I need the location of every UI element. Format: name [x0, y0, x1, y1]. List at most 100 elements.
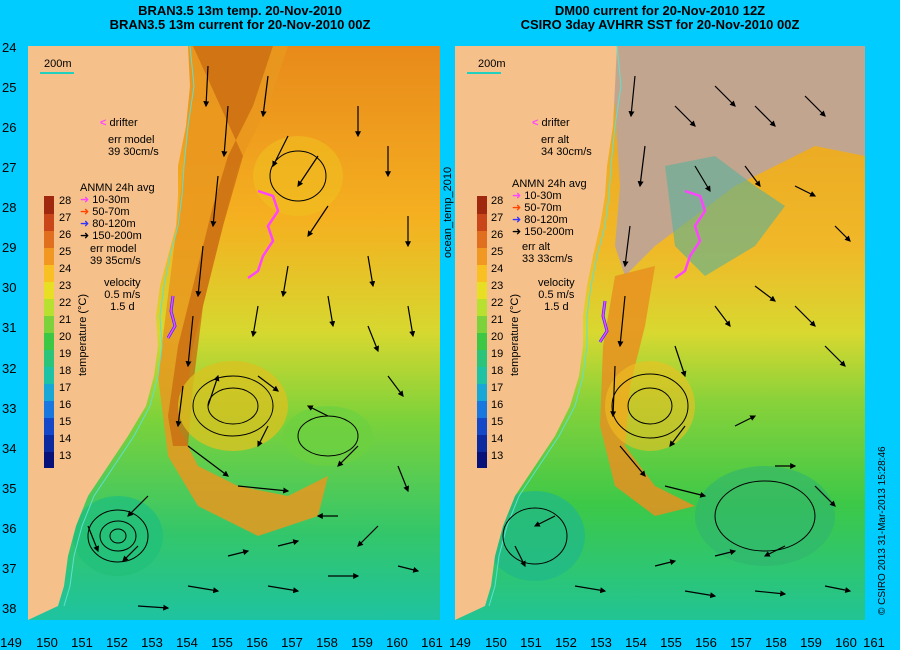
lon-label: 154	[625, 635, 647, 650]
lat-label: 28	[2, 200, 17, 215]
left-err-1: err model 39 30cm/s	[108, 134, 159, 158]
colorbar-tick: 28	[491, 195, 504, 207]
left-err-label-2: err model	[90, 243, 137, 255]
lon-label: 156	[695, 635, 717, 650]
colorbar-tick: 16	[491, 399, 504, 411]
lon-label: 152	[555, 635, 577, 650]
colorbar-tick: 27	[59, 212, 72, 224]
right-velocity-label: velocity	[538, 277, 575, 289]
colorbar-tick: 19	[491, 348, 504, 360]
lon-label: 153	[141, 635, 163, 650]
lat-label: 34	[2, 441, 17, 456]
colorbar-tick: 20	[491, 331, 504, 343]
right-map	[455, 46, 865, 620]
lat-label: 30	[2, 280, 17, 295]
colorbar-tick: 13	[59, 450, 72, 462]
lat-label: 36	[2, 521, 17, 536]
drifter-icon: <	[532, 117, 539, 129]
colorbar-tick: 20	[59, 331, 72, 343]
colorbar-tick: 17	[491, 382, 504, 394]
lon-label: 161	[421, 635, 443, 650]
left-err-value-1: 39 30cm/s	[108, 146, 159, 158]
right-scale-label: 200m	[478, 58, 506, 70]
lon-label: 157	[281, 635, 303, 650]
right-velocity-legend: velocity 0.5 m/s 1.5 d	[538, 277, 575, 313]
lat-label: 37	[2, 561, 17, 576]
colorbar-tick: 24	[59, 263, 72, 275]
left-title: BRAN3.5 13m temp. 20-Nov-2010 BRAN3.5 13…	[40, 4, 440, 32]
colorbar-tick: 25	[491, 246, 504, 258]
colorbar-tick: 18	[491, 365, 504, 377]
right-colorbar-title: temperature (°C)	[509, 293, 521, 376]
colorbar-tick: 22	[59, 297, 72, 309]
depth-bin-label: 50-70m	[92, 206, 130, 218]
right-err-2: err alt 33 33cm/s	[522, 241, 573, 265]
lon-label: 155	[211, 635, 233, 650]
arrow-icon: ➜	[512, 214, 522, 226]
colorbar-tick: 16	[59, 399, 72, 411]
lon-label: 151	[71, 635, 93, 650]
left-drifter-legend: < drifter	[100, 117, 138, 129]
colorbar-tick: 22	[491, 297, 504, 309]
lat-label: 26	[2, 120, 17, 135]
right-map-canvas	[455, 46, 865, 620]
lat-label: 25	[2, 80, 17, 95]
lon-label: 156	[246, 635, 268, 650]
lat-label: 38	[2, 601, 17, 616]
left-colorbar-title: temperature (°C)	[77, 293, 89, 376]
left-scale-label: 200m	[44, 58, 72, 70]
lon-label: 161	[863, 635, 885, 650]
lat-label: 27	[2, 160, 17, 175]
left-velocity-days: 1.5 d	[110, 301, 135, 313]
depth-bin-label: 50-70m	[524, 202, 562, 214]
colorbar-tick: 25	[59, 246, 72, 258]
arrow-icon: ➜	[512, 190, 522, 202]
colorbar-tick: 23	[491, 280, 504, 292]
lon-label: 149	[0, 635, 22, 650]
arrow-icon: ➜	[80, 230, 90, 242]
left-err-2: err model 39 35cm/s	[90, 243, 141, 267]
lon-label: 153	[590, 635, 612, 650]
copyright: © CSIRO 2013 31-Mar-2013 15:28:46	[877, 446, 888, 615]
colorbar-tick: 26	[491, 229, 504, 241]
lon-label: 158	[765, 635, 787, 650]
left-map-canvas	[28, 46, 440, 620]
right-err-value-2: 33 33cm/s	[522, 253, 573, 265]
depth-bin-label: 10-30m	[92, 194, 130, 206]
right-err-1: err alt 34 30cm/s	[541, 134, 592, 158]
colorbar-tick: 14	[491, 433, 504, 445]
lon-label: 159	[800, 635, 822, 650]
right-anmn-label: ANMN 24h avg	[512, 178, 587, 190]
lon-label: 150	[485, 635, 507, 650]
colorbar-tick: 26	[59, 229, 72, 241]
colorbar-tick: 27	[491, 212, 504, 224]
left-colorbar	[44, 196, 54, 468]
lon-label: 157	[730, 635, 752, 650]
lon-label: 151	[520, 635, 542, 650]
colorbar-tick: 18	[59, 365, 72, 377]
lon-label: 150	[36, 635, 58, 650]
lon-label: 152	[106, 635, 128, 650]
depth-bin-label: 150-200m	[92, 230, 142, 242]
right-drifter-legend: < drifter	[532, 117, 570, 129]
lat-label: 35	[2, 481, 17, 496]
drifter-icon: <	[100, 117, 107, 129]
left-title-line1: BRAN3.5 13m temp. 20-Nov-2010	[138, 3, 342, 18]
left-anmn-legend: ANMN 24h avg ➜ 10-30m ➜ 50-70m ➜ 80-120m…	[80, 182, 155, 242]
colorbar-tick: 28	[59, 195, 72, 207]
depth-bin-label: 80-120m	[524, 214, 568, 226]
colorbar-tick: 14	[59, 433, 72, 445]
left-map	[28, 46, 440, 620]
side-label: ocean_temp_2010	[442, 166, 454, 258]
colorbar-tick: 24	[491, 263, 504, 275]
lon-label: 155	[660, 635, 682, 650]
left-anmn-label: ANMN 24h avg	[80, 182, 155, 194]
arrow-icon: ➜	[80, 194, 90, 206]
lat-label: 33	[2, 401, 17, 416]
right-drifter-label: drifter	[541, 117, 570, 129]
arrow-icon: ➜	[80, 206, 90, 218]
lat-label: 29	[2, 240, 17, 255]
right-title: DM00 current for 20-Nov-2010 12Z CSIRO 3…	[455, 4, 865, 32]
left-velocity-label: velocity	[104, 277, 141, 289]
colorbar-tick: 15	[491, 416, 504, 428]
